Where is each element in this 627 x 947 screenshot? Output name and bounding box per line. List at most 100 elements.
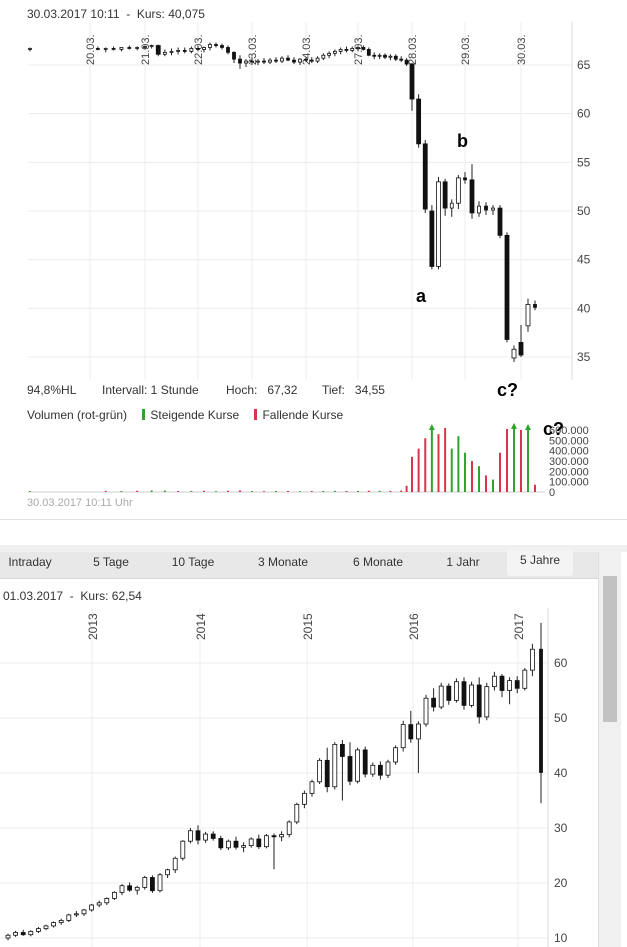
chart1-candle-body [238,58,242,64]
chart2-candle-body [431,697,437,708]
chart1-candle-body [455,177,461,204]
volume-bar [430,428,433,492]
volume-arrow [428,423,435,430]
intraday-price-chart: 20.03.21.03.22.03.23.03.24.03.27.03.28.0… [28,22,591,380]
chart1-candle-body [404,59,409,65]
chart2-candle-body [66,914,72,921]
chart1-candle-body [366,49,371,56]
chart2-candle-body [279,834,285,838]
volume-bar [405,485,408,492]
chart2-candle-body [507,680,513,691]
chart1-candle-body [463,177,467,181]
annotation-c-volume: c? [543,420,564,439]
chart1-candle-body [127,47,132,49]
chart1-candle-body [315,57,320,62]
chart2-candle-body [58,919,64,923]
volume-bar [450,448,453,492]
volume-bar [227,490,229,492]
chart1-candle-body [280,57,284,62]
divider [0,519,627,520]
volume-bar [400,490,403,492]
volume-bar [437,434,440,492]
chart2-candle-body [271,835,277,838]
chart1-candle-body [393,55,398,60]
scrollbar-thumb[interactable] [603,576,617,722]
chart2-x-tick-label: 2017 [512,613,526,640]
volume-y-tick-label: 400.000 [549,446,589,458]
volume-bar [299,491,301,492]
chart1-candles [28,42,537,362]
chart1-candle-body [388,55,393,58]
chart2-candle-body [317,759,323,783]
volume-bar [357,490,359,492]
chart1-candle-body [103,48,108,50]
chart2-candle-body [157,874,163,892]
chart1-stat-hoch: Hoch: 67,32 [226,383,297,397]
chart1-candle-body [356,47,360,49]
chart2-x-tick-label: 2015 [301,613,315,640]
chart2-candle-body [294,803,300,823]
volume-legend: Volumen (rot-grün) Steigende Kurse Falle… [27,408,343,422]
tab-3-monate[interactable]: 3 Monate [257,555,309,569]
chart2-candle-body [438,685,444,708]
chart1-y-labels: 35 40 45 50 55 60 65 [577,58,591,364]
chart1-candle-body [202,47,206,50]
chart1-x-tick-label: 23.03. [247,34,259,65]
volume-y-labels: 600.000500.000400.000300.000200.000100.0… [549,425,589,499]
volume-legend-down: Fallende Kurse [262,408,344,422]
volume-y-tick-label: 300.000 [549,456,589,468]
chart1-candle-body [511,348,517,359]
volume-bar [150,490,153,492]
chart2-candle-body [36,928,41,932]
chart2-x-tick-label: 2016 [407,613,421,640]
chart1-grid [28,22,573,380]
volume-bar [251,491,253,492]
chart2-candle-body [13,932,19,936]
volume-bar [478,466,480,492]
chart1-candle-body [309,59,314,62]
volume-chart: 600.000500.000400.000300.000200.000100.0… [28,420,589,499]
chart1-candle-body [477,205,481,214]
chart1-candle-body [214,44,218,46]
volume-legend-up: Steigende Kurse [150,408,240,422]
tab-intraday[interactable]: Intraday [8,555,52,569]
chart1-candle-body [220,45,224,48]
volume-bar [485,475,487,492]
chart1-y-tick-label: 50 [577,204,591,218]
chart2-candle-body [119,885,125,893]
volume-bar [499,452,501,492]
chart1-candle-body [416,98,422,145]
chart2-candle-body [301,792,307,805]
chart1-y-tick-label: 40 [577,301,591,315]
chart2-candle-body [149,877,155,892]
tab-10-tage[interactable]: 10 Tage [171,555,215,569]
scrollbar[interactable] [598,552,621,947]
chart1-stat-interval: Intervall: 1 Stunde [102,383,199,397]
chart2-candle-body [203,833,209,841]
chart2-candle-body [453,681,459,701]
chart1-candle-body [469,179,475,214]
legend-up-swatch [142,409,146,420]
chart2-candle-body [385,761,391,776]
chart2-candle-body [74,913,79,916]
chart2-header-sep: - [69,589,74,603]
tab-6-monate[interactable]: 6 Monate [352,555,404,569]
chart1-candle-body [497,207,503,236]
volume-bar [104,490,107,492]
chart1-candle-body [176,50,181,52]
volume-bar [506,428,508,492]
chart1-stat-hl: 94,8%HL [27,383,77,397]
tab-5-jahre[interactable]: 5 Jahre [507,550,573,576]
tab-5-tage[interactable]: 5 Tage [93,555,129,569]
volume-bar [464,452,466,492]
chart2-candle-body [355,749,361,782]
tab-1-jahr[interactable]: 1 Jahr [446,555,480,569]
chart2-candle-body [377,764,383,776]
chart2-y-tick-label: 40 [554,766,568,780]
chart1-candle-body [262,60,266,63]
volume-arrow [511,422,517,429]
volume-bar [203,490,205,492]
chart1-candle-body [442,181,448,209]
chart1-candle-body [350,48,355,51]
chart2-candle-body [180,840,186,859]
